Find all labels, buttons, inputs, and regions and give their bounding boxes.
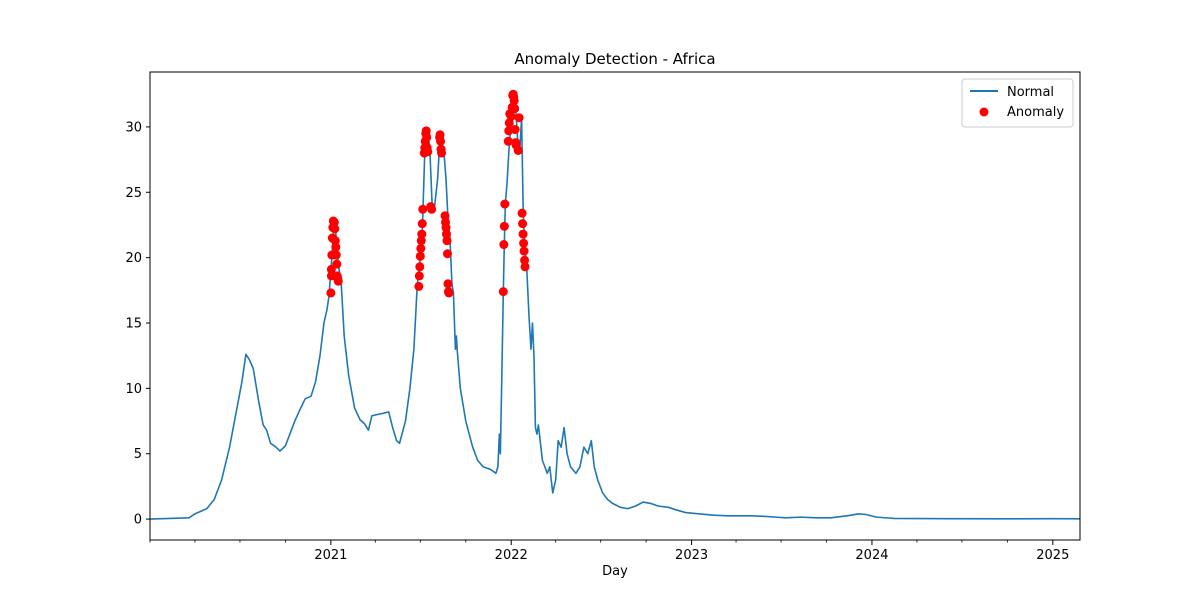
anomaly-point [503, 136, 513, 146]
anomaly-point [326, 288, 336, 298]
anomaly-point [330, 236, 340, 246]
chart-title: Anomaly Detection - Africa [514, 50, 715, 68]
anomaly-point [519, 238, 529, 248]
x-tick-label: 2022 [495, 548, 528, 563]
x-tick-label: 2021 [314, 548, 347, 563]
x-tick-label: 2025 [1036, 548, 1069, 563]
anomaly-point [444, 288, 454, 298]
anomaly-point [437, 148, 447, 158]
y-tick-label: 25 [125, 186, 142, 201]
y-axis: 0 5 10 15 20 25 30 [125, 120, 150, 528]
y-tick-label: 15 [125, 316, 142, 331]
anomaly-point [510, 104, 520, 114]
anomaly-point [509, 96, 519, 106]
anomaly-point [440, 211, 450, 221]
anomaly-point [519, 246, 529, 256]
y-tick-label: 30 [125, 120, 142, 135]
x-axis-label: Day [602, 564, 628, 579]
anomaly-point [414, 271, 424, 281]
anomaly-point [441, 229, 451, 239]
legend-anomaly-label: Anomaly [1007, 105, 1064, 120]
y-tick-label: 5 [134, 447, 142, 462]
anomaly-point [333, 276, 343, 286]
anomaly-point [520, 255, 530, 265]
legend-anomaly-swatch [979, 107, 989, 117]
x-tick-label: 2023 [675, 548, 708, 563]
anomaly-point [514, 113, 524, 123]
anomaly-point [330, 224, 340, 234]
anomaly-point [510, 125, 520, 135]
y-tick-label: 0 [134, 513, 142, 528]
anomaly-point [500, 199, 510, 209]
anomaly-points [326, 89, 530, 298]
legend: Normal Anomaly [961, 78, 1074, 128]
legend-normal-label: Normal [1007, 85, 1054, 100]
line-layer [149, 94, 1081, 520]
anomaly-point [520, 262, 530, 272]
series-line-normal [149, 94, 1081, 520]
anomaly-point [416, 243, 426, 253]
x-tick-label: 2024 [855, 548, 888, 563]
anomaly-point [427, 204, 437, 214]
anomaly-point [435, 130, 445, 140]
axes-frame [149, 71, 1081, 541]
anomaly-point [443, 279, 453, 289]
anomaly-point [518, 229, 528, 239]
anomaly-point [416, 236, 426, 246]
anomaly-point [331, 242, 341, 252]
anomaly-point [418, 204, 428, 214]
anomaly-point [417, 229, 427, 239]
anomaly-point [506, 111, 516, 121]
anomaly-point [421, 126, 431, 136]
plot-area [149, 89, 1081, 520]
anomaly-point [442, 236, 452, 246]
anomaly-point [513, 145, 523, 155]
anomaly-point [499, 240, 509, 250]
anomaly-point [414, 281, 424, 291]
anomaly-point [329, 217, 339, 227]
anomaly-point [415, 251, 425, 261]
x-axis: 2021 2022 2023 2024 2025 [149, 540, 1069, 563]
anomaly-point [415, 262, 425, 272]
anomaly-point [498, 287, 508, 297]
anomaly-point [436, 136, 446, 146]
anomaly-point [422, 132, 432, 142]
anomaly-point [518, 219, 528, 229]
anomaly-point [499, 221, 509, 231]
anomaly-point [442, 249, 452, 259]
anomaly-point [517, 208, 527, 218]
anomaly-point [423, 147, 433, 157]
anomaly-point [331, 250, 341, 260]
anomaly-point [417, 219, 427, 229]
anomaly-point [332, 259, 342, 269]
y-tick-label: 20 [125, 251, 142, 266]
y-tick-label: 10 [125, 382, 142, 397]
anomaly-point [441, 223, 451, 233]
